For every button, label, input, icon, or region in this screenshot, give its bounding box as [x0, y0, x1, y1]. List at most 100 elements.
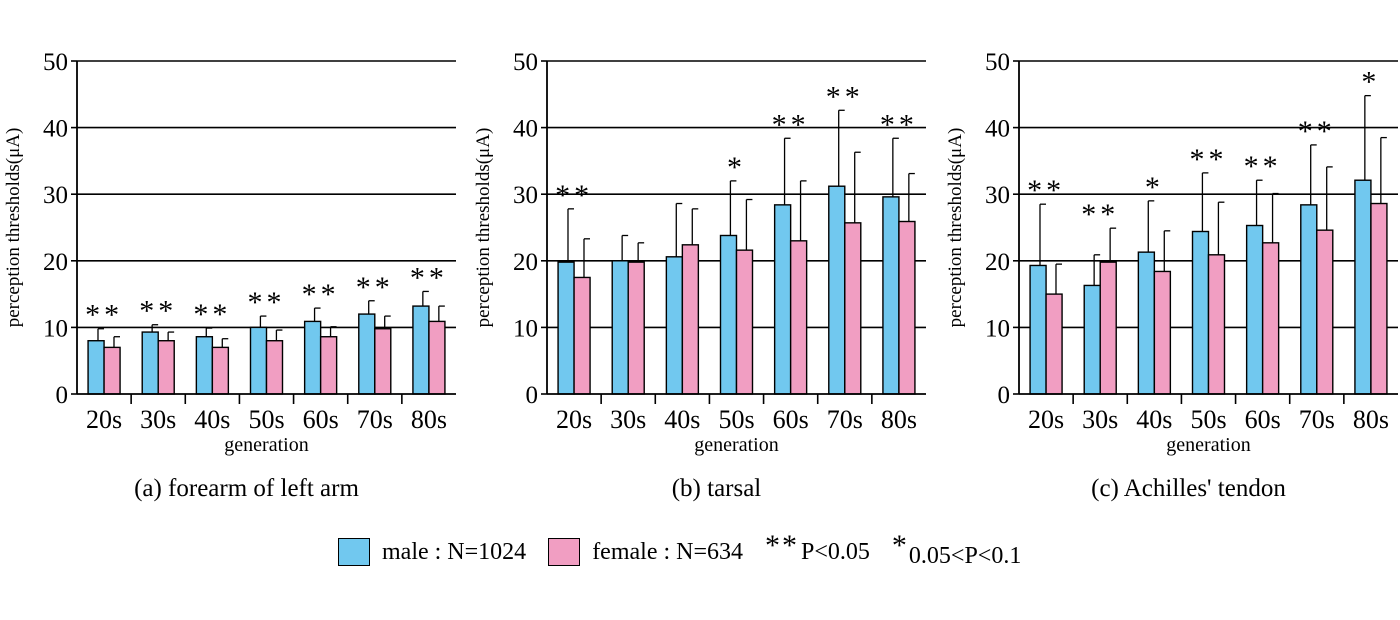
legend-item-significant: ** P<0.05: [765, 529, 870, 569]
legend-swatch-female: [548, 538, 581, 566]
bar-female: [627, 261, 645, 395]
bar-male: [412, 305, 430, 395]
bar-male: [665, 256, 684, 395]
significance-mark: **: [139, 295, 177, 328]
chart-caption: (a) forearm of left arm: [134, 475, 359, 502]
y-tick-label: 0: [998, 382, 1011, 409]
bar-male: [882, 196, 900, 395]
y-tick-label: 10: [985, 315, 1010, 342]
legend-label-marginal: 0.05<P<0.1: [908, 542, 1022, 569]
x-tick-label: 20s: [86, 405, 122, 434]
y-axis-label: perception thresholds(μA): [3, 128, 24, 328]
bar-male: [1029, 264, 1047, 395]
legend-swatch-male: [338, 538, 370, 566]
x-axis-label: generation: [224, 434, 308, 456]
significance-mark: **: [1027, 174, 1065, 207]
bar-male: [303, 320, 322, 395]
bar-male: [611, 260, 629, 395]
significance-mark: *: [1145, 171, 1164, 204]
bar-male: [1083, 284, 1101, 395]
bar-male: [358, 313, 376, 395]
significance-mark: **: [1081, 198, 1119, 231]
y-axis-label: perception thresholds(μA): [473, 128, 494, 328]
bar-male: [719, 234, 738, 395]
bar-female: [211, 346, 230, 395]
x-axis-label: generation: [1166, 434, 1250, 456]
legend-stars-significant: **: [765, 529, 800, 562]
bar-male: [195, 336, 214, 395]
bar-female: [681, 244, 700, 395]
significance-mark: **: [248, 286, 286, 319]
y-tick-label: 0: [56, 382, 69, 409]
x-tick-label: 40s: [194, 405, 230, 434]
legend: male : N=1024 female : N=634 ** P<0.05 *…: [338, 529, 1043, 572]
bar-female: [1261, 242, 1280, 395]
bar-male: [249, 326, 268, 395]
chart-forearm-of-left-arm: 0 10 20 30 40 50 ** 20s ** 30s ** 40s ** 50s ** 60s ** 70…: [3, 49, 456, 502]
significance-mark: **: [772, 108, 810, 141]
x-tick-label: 30s: [1082, 405, 1118, 434]
y-tick-label: 30: [985, 182, 1010, 209]
significance-mark: **: [826, 80, 864, 113]
y-tick-label: 20: [985, 249, 1010, 276]
bar-male: [87, 340, 105, 395]
bar-male: [557, 261, 575, 395]
significance-mark: *: [727, 151, 746, 184]
chart-caption: (c) Achilles' tendon: [1091, 475, 1286, 502]
y-tick-label: 50: [985, 49, 1010, 76]
x-tick-label: 80s: [1353, 405, 1389, 434]
y-tick-label: 50: [43, 49, 68, 76]
bar-male: [141, 331, 159, 395]
significance-mark: **: [1298, 115, 1336, 148]
x-tick-label: 60s: [303, 405, 339, 434]
significance-mark: **: [1244, 150, 1282, 183]
bar-male: [1137, 251, 1156, 395]
y-axis-label: perception thresholds(μA): [945, 128, 966, 328]
bar-male: [828, 185, 846, 395]
legend-item-female: female : N=634: [548, 538, 743, 566]
significance-mark: **: [880, 108, 918, 141]
legend-label-male: male : N=1024: [382, 538, 527, 565]
bar-female: [1316, 229, 1334, 395]
x-tick-label: 60s: [773, 405, 809, 434]
significance-mark: **: [410, 261, 448, 294]
significance-mark: **: [555, 179, 593, 212]
y-tick-label: 40: [43, 116, 68, 143]
legend-item-marginal: * 0.05<P<0.1: [892, 529, 1022, 569]
x-tick-label: 20s: [556, 405, 592, 434]
bar-male: [1245, 224, 1264, 395]
chart-tarsal: 0 10 20 30 40 50 ** 20s 30s 40s * 50s ** 60s ** 70s ** 80…: [473, 49, 926, 502]
x-tick-label: 30s: [140, 405, 176, 434]
significance-mark: **: [193, 298, 231, 331]
bar-male: [1354, 179, 1372, 395]
chart-caption: (b) tarsal: [672, 475, 762, 502]
x-tick-label: 20s: [1028, 405, 1064, 434]
bar-female: [157, 340, 175, 395]
bar-female: [428, 320, 446, 395]
legend-label-female: female : N=634: [592, 538, 744, 565]
bar-male: [1191, 230, 1210, 395]
y-tick-label: 10: [43, 315, 68, 342]
figure: 01020304050**20s**30s**40s**50s**60s**70…: [3, 49, 1398, 502]
legend-stars-marginal: *: [891, 529, 907, 562]
legend-item-male: male : N=1024: [338, 538, 526, 566]
significance-mark: **: [356, 271, 394, 304]
bar-female: [1370, 202, 1388, 395]
legend-label-significant: P<0.05: [801, 538, 870, 565]
bar-female: [374, 328, 392, 395]
x-axis-label: generation: [694, 434, 778, 456]
bar-female: [265, 340, 284, 395]
significance-mark: *: [1361, 66, 1380, 99]
x-tick-label: 70s: [827, 405, 863, 434]
bar-female: [844, 222, 862, 395]
bar-female: [1207, 254, 1226, 395]
significance-mark: **: [85, 299, 123, 332]
x-tick-label: 70s: [1299, 405, 1335, 434]
x-tick-label: 30s: [610, 405, 646, 434]
y-tick-label: 20: [43, 249, 68, 276]
y-tick-label: 30: [43, 182, 68, 209]
bar-female: [1153, 270, 1172, 395]
y-tick-label: 50: [513, 49, 538, 76]
y-tick-label: 20: [513, 249, 538, 276]
x-tick-label: 50s: [1190, 405, 1226, 434]
